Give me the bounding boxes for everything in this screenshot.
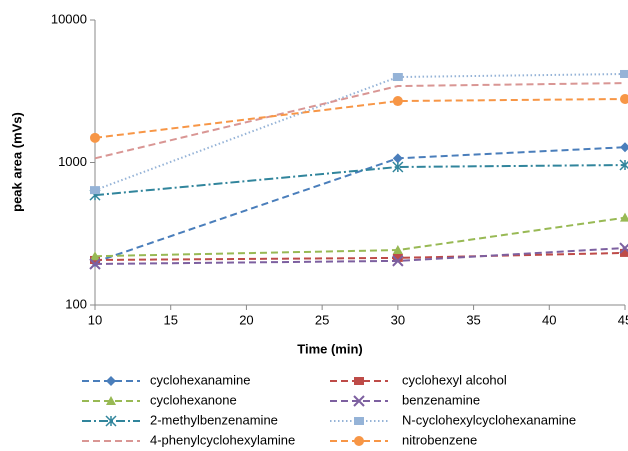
series-line — [94, 98, 626, 139]
data-point — [620, 69, 628, 78]
legend-marker — [354, 377, 364, 385]
legend-label: 4-phenylcyclohexylamine — [150, 432, 295, 447]
data-point — [620, 142, 628, 153]
series-line — [94, 82, 626, 160]
data-point — [392, 161, 404, 173]
legend-label: 2-methylbenzenamine — [150, 412, 278, 427]
x-tick-label: 10 — [88, 312, 102, 327]
data-point — [620, 212, 628, 222]
y-axis-title: peak area (mVs) — [9, 112, 24, 212]
series-line — [94, 216, 626, 258]
legend-marker — [106, 376, 116, 386]
y-tick-label: 10000 — [51, 11, 87, 26]
legend-label: cyclohexanone — [150, 392, 237, 407]
series-line — [94, 146, 626, 264]
legend-label: cyclohexanamine — [150, 372, 250, 387]
x-tick-label: 40 — [542, 312, 556, 327]
x-tick-label: 35 — [466, 312, 480, 327]
data-point — [619, 159, 628, 171]
series-line — [94, 164, 626, 197]
data-point — [392, 73, 403, 82]
x-tick-label: 25 — [315, 312, 329, 327]
legend-label: nitrobenzene — [402, 432, 477, 447]
data-point — [90, 186, 100, 195]
y-tick-label: 100 — [65, 296, 87, 311]
legend-marker — [106, 396, 116, 405]
data-point — [90, 132, 100, 143]
data-point — [619, 242, 628, 254]
legend-label: benzenamine — [402, 392, 480, 407]
x-axis-title: Time (min) — [297, 341, 363, 356]
data-point — [392, 96, 403, 107]
data-point — [392, 245, 403, 255]
legend-label: N-cyclohexylcyclohexanamine — [402, 412, 576, 427]
data-point — [392, 153, 403, 164]
legend-marker — [354, 436, 364, 446]
legend-marker — [354, 417, 364, 425]
data-point — [620, 94, 628, 104]
data-point — [89, 258, 101, 270]
legend-label: cyclohexyl alcohol — [402, 372, 507, 387]
data-point — [392, 255, 404, 267]
x-tick-label: 30 — [391, 312, 405, 327]
data-point — [620, 248, 628, 257]
legend-marker — [105, 415, 117, 427]
x-tick-label: 20 — [239, 312, 253, 327]
data-point — [392, 253, 403, 262]
y-tick-label: 1000 — [58, 154, 87, 169]
x-tick-label: 15 — [163, 312, 177, 327]
series-line — [94, 72, 626, 192]
legend-marker — [353, 395, 365, 407]
x-tick-label: 45 — [618, 312, 628, 327]
data-point — [90, 251, 100, 261]
